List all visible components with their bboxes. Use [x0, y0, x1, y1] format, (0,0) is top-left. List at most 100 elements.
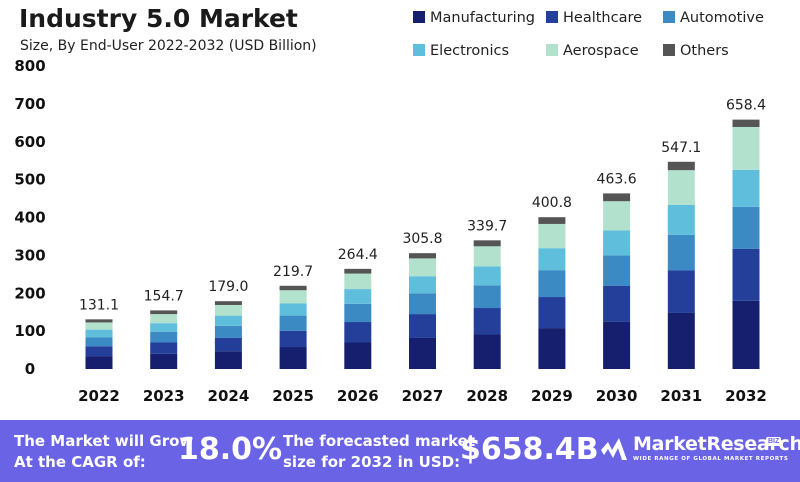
bar-segment-others	[409, 253, 436, 259]
bar-segment-automotive	[603, 255, 631, 286]
bar-segment-manufacturing	[344, 342, 372, 369]
bar-segment-healthcare	[603, 285, 631, 322]
total-value-label: 400.8	[532, 195, 572, 211]
chart-title: Industry 5.0 Market	[19, 4, 298, 33]
x-tick-label: 2029	[531, 387, 573, 405]
legend-label: Electronics	[430, 43, 509, 59]
bar-segment-manufacturing	[473, 334, 501, 369]
bar-segment-others	[279, 285, 307, 291]
total-value-label: 219.7	[273, 264, 313, 280]
bar-segment-automotive	[473, 285, 501, 309]
total-value-label: 463.6	[597, 171, 637, 187]
bar-segment-electronics	[538, 248, 566, 271]
bar-segment-automotive	[732, 206, 760, 249]
bar-segment-electronics	[85, 329, 113, 338]
bar-segment-electronics	[667, 205, 695, 235]
x-tick-label: 2022	[78, 387, 120, 405]
bar-segment-others	[85, 319, 113, 323]
bar-segment-healthcare	[409, 314, 436, 338]
legend-swatch	[413, 11, 425, 23]
bar-segment-aerospace	[409, 258, 436, 277]
bar-segment-electronics	[150, 323, 178, 332]
total-value-label: 131.1	[79, 297, 119, 313]
y-tick-label: 700	[14, 95, 45, 113]
chart-subtitle: Size, By End-User 2022-2032 (USD Billion…	[20, 38, 317, 54]
total-value-label: 547.1	[661, 140, 701, 156]
forecast-value: $658.4B	[460, 432, 599, 467]
bar-segment-others	[344, 268, 372, 274]
legend-label: Manufacturing	[430, 10, 535, 26]
forecast-caption: The forecasted market size for 2032 in U…	[283, 432, 476, 471]
bar-segment-aerospace	[667, 170, 695, 206]
bar-segment-electronics	[473, 266, 501, 286]
legend-swatch	[546, 11, 558, 23]
brand-tagline: WIDE RANGE OF GLOBAL MARKET REPORTS	[633, 456, 789, 462]
brand-badge: BIZ	[766, 437, 782, 446]
bar-segment-automotive	[214, 325, 242, 338]
total-value-label: 264.4	[338, 247, 378, 263]
bar-segment-manufacturing	[732, 300, 760, 369]
bar-segment-others	[538, 217, 566, 224]
x-tick-label: 2028	[466, 387, 508, 405]
y-tick-label: 500	[14, 171, 45, 189]
bar-segment-aerospace	[732, 126, 760, 170]
brand-name: MarketResearch	[633, 433, 800, 455]
x-tick-label: 2031	[660, 387, 702, 405]
legend-swatch	[663, 44, 675, 56]
y-tick-label: 300	[14, 246, 45, 264]
bar-segment-aerospace	[214, 304, 242, 316]
marketresearch-logo-icon	[601, 438, 627, 460]
bar-segment-aerospace	[603, 201, 631, 231]
y-tick-label: 800	[14, 57, 45, 75]
bar-segment-others	[603, 193, 631, 202]
bar-segment-others	[214, 301, 242, 305]
bar-segment-electronics	[409, 276, 436, 294]
bar-segment-electronics	[732, 169, 760, 207]
bar-segment-electronics	[603, 230, 631, 256]
x-tick-label: 2025	[272, 387, 314, 405]
bar-segment-manufacturing	[409, 337, 436, 369]
x-tick-label: 2027	[402, 387, 444, 405]
bar-segment-aerospace	[85, 322, 113, 330]
bar-segment-healthcare	[344, 322, 372, 343]
bar-segment-automotive	[344, 303, 372, 323]
bar-segment-healthcare	[473, 308, 501, 335]
bar-segment-aerospace	[344, 273, 372, 290]
bar-segment-aerospace	[473, 246, 501, 267]
cagr-caption: The Market will Grow At the CAGR of:	[14, 432, 194, 471]
x-tick-label: 2030	[596, 387, 638, 405]
bar-segment-others	[150, 310, 178, 315]
y-tick-label: 200	[14, 284, 45, 302]
bar-segment-electronics	[344, 289, 372, 304]
total-value-label: 305.8	[402, 231, 442, 247]
total-value-label: 179.0	[208, 279, 248, 295]
total-value-label: 339.7	[467, 218, 507, 234]
bar-segment-manufacturing	[667, 312, 695, 369]
bar-segment-automotive	[279, 315, 307, 331]
x-tick-label: 2023	[143, 387, 185, 405]
bar-segment-aerospace	[150, 314, 178, 324]
legend-label: Automotive	[680, 10, 764, 26]
bar-segment-aerospace	[279, 290, 307, 304]
bar-segment-manufacturing	[214, 351, 242, 369]
y-tick-label: 600	[14, 133, 45, 151]
bar-segment-healthcare	[667, 270, 695, 313]
x-tick-label: 2024	[208, 387, 250, 405]
bar-segment-aerospace	[538, 223, 566, 249]
bar-segment-others	[473, 240, 501, 247]
bar-segment-others	[667, 161, 695, 171]
y-tick-label: 100	[14, 322, 45, 340]
legend-label: Healthcare	[563, 10, 642, 26]
x-tick-label: 2026	[337, 387, 379, 405]
stacked-bar-chart: 0 100 200 300 400 500 600 700 800 131.1 2022 154.7 2…	[14, 10, 767, 405]
bar-segment-electronics	[214, 315, 242, 326]
legend-swatch	[413, 44, 425, 56]
bar-segment-automotive	[538, 270, 566, 298]
cagr-value: 18.0%	[178, 432, 283, 467]
bar-segment-healthcare	[732, 248, 760, 301]
bar-segment-healthcare	[85, 346, 113, 357]
bar-segment-automotive	[85, 337, 113, 347]
bar-segment-automotive	[667, 234, 695, 271]
bar-segment-others	[732, 119, 760, 127]
y-tick-label: 400	[14, 209, 45, 227]
